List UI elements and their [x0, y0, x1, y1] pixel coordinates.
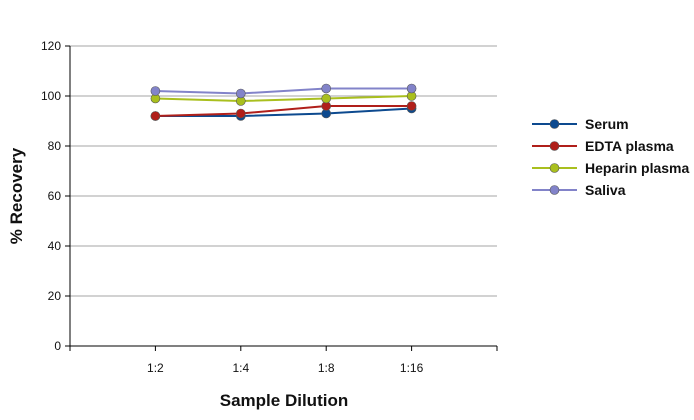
- legend-label: Saliva: [585, 182, 626, 198]
- legend-marker: [549, 185, 560, 195]
- data-point: [321, 83, 332, 94]
- series-line: [155, 105, 412, 117]
- data-point: [236, 108, 246, 119]
- y-tick-label: 0: [54, 339, 61, 353]
- x-tick-label: 1:2: [147, 361, 164, 375]
- gridlines: [70, 45, 497, 297]
- y-tick-label: 80: [48, 139, 62, 153]
- y-tick-label: 120: [41, 39, 61, 53]
- legend-item: Heparin plasma: [532, 160, 689, 176]
- legend-item: Saliva: [532, 182, 626, 198]
- data-point: [150, 86, 161, 96]
- series-heparin-plasma: [150, 91, 417, 106]
- y-axis-title: % Recovery: [7, 147, 26, 244]
- legend-label: Serum: [585, 116, 629, 132]
- legend-item: Serum: [532, 116, 629, 132]
- legend-marker: [549, 119, 560, 129]
- legend-item: EDTA plasma: [532, 138, 674, 154]
- legend-label: Heparin plasma: [585, 160, 689, 176]
- data-point: [406, 101, 417, 111]
- series-line: [155, 107, 412, 117]
- legend: Serum EDTA plasma Heparin plasma Saliva: [532, 116, 689, 198]
- data-point: [406, 83, 417, 94]
- legend-marker: [549, 163, 560, 173]
- data-point: [236, 88, 246, 99]
- data-point: [150, 111, 161, 121]
- x-tick-label: 1:16: [400, 361, 424, 375]
- legend-marker: [549, 141, 560, 151]
- y-tick-label: 40: [48, 239, 62, 253]
- series-group: [150, 83, 417, 121]
- x-tick-label: 1:8: [318, 361, 335, 375]
- series-line: [155, 95, 412, 103]
- data-point: [321, 93, 332, 104]
- y-tick-label: 60: [48, 189, 62, 203]
- series-saliva: [150, 83, 417, 99]
- y-tick-label: 20: [48, 289, 62, 303]
- x-tick-label: 1:4: [232, 361, 249, 375]
- tick-labels: 0 20 40 60 80 100 120 1:2 1:4 1:8 1:16: [41, 39, 424, 375]
- x-axis-title: Sample Dilution: [220, 391, 348, 410]
- legend-label: EDTA plasma: [585, 138, 674, 154]
- series-line: [155, 87, 412, 95]
- y-tick-label: 100: [41, 89, 61, 103]
- axes: [65, 45, 498, 351]
- series-edta-plasma: [150, 101, 417, 121]
